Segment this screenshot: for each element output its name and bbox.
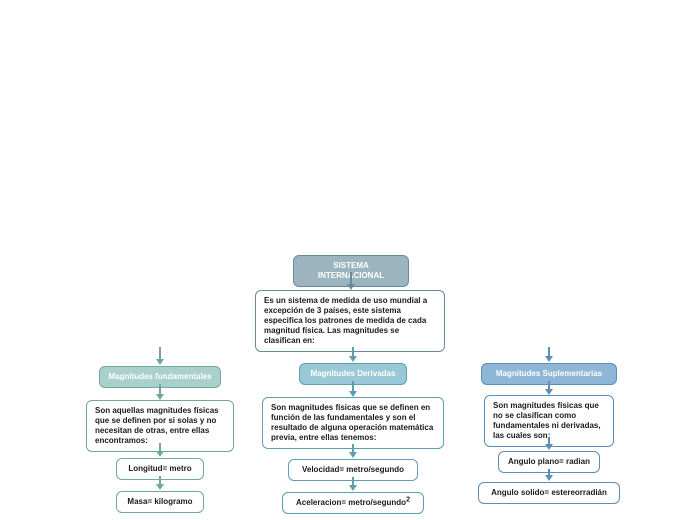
arrow-deriv-1 — [352, 381, 354, 397]
arrow-supl-1 — [548, 381, 550, 395]
arrow-fund-1 — [159, 384, 161, 400]
fund-desc-text: Son aquellas magnitudes físicas que se d… — [95, 406, 219, 445]
arrow-fund-3 — [159, 476, 161, 490]
deriv-leaf-1-sup: 2 — [406, 496, 410, 503]
arrow-supl-3 — [548, 469, 550, 481]
arrow-to-deriv — [352, 347, 354, 362]
deriv-desc-text: Son magnitudes físicas que se definen en… — [271, 403, 433, 442]
arrow-to-fund — [159, 347, 161, 365]
deriv-leaf-1-pre: Aceleracion= metro/segundo — [296, 498, 406, 507]
arrow-fund-2 — [159, 443, 161, 457]
fund-leaf-1: Masa= kilogramo — [116, 491, 204, 513]
arrow-root-desc — [350, 272, 352, 290]
deriv-desc: Son magnitudes físicas que se definen en… — [262, 397, 444, 449]
arrow-to-supl — [548, 347, 550, 362]
supl-desc-text: Son magnitudes físicas que no se clasifi… — [493, 401, 601, 440]
arrow-deriv-2 — [352, 444, 354, 458]
arrow-supl-2 — [548, 438, 550, 450]
supl-leaf-1: Angulo solido= estereorradián — [478, 482, 620, 504]
root-desc-text: Es un sistema de medida de uso mundial a… — [264, 296, 427, 345]
arrow-deriv-3 — [352, 477, 354, 491]
deriv-leaf-1: Aceleracion= metro/segundo2 — [282, 492, 424, 514]
root-desc: Es un sistema de medida de uso mundial a… — [255, 290, 445, 352]
